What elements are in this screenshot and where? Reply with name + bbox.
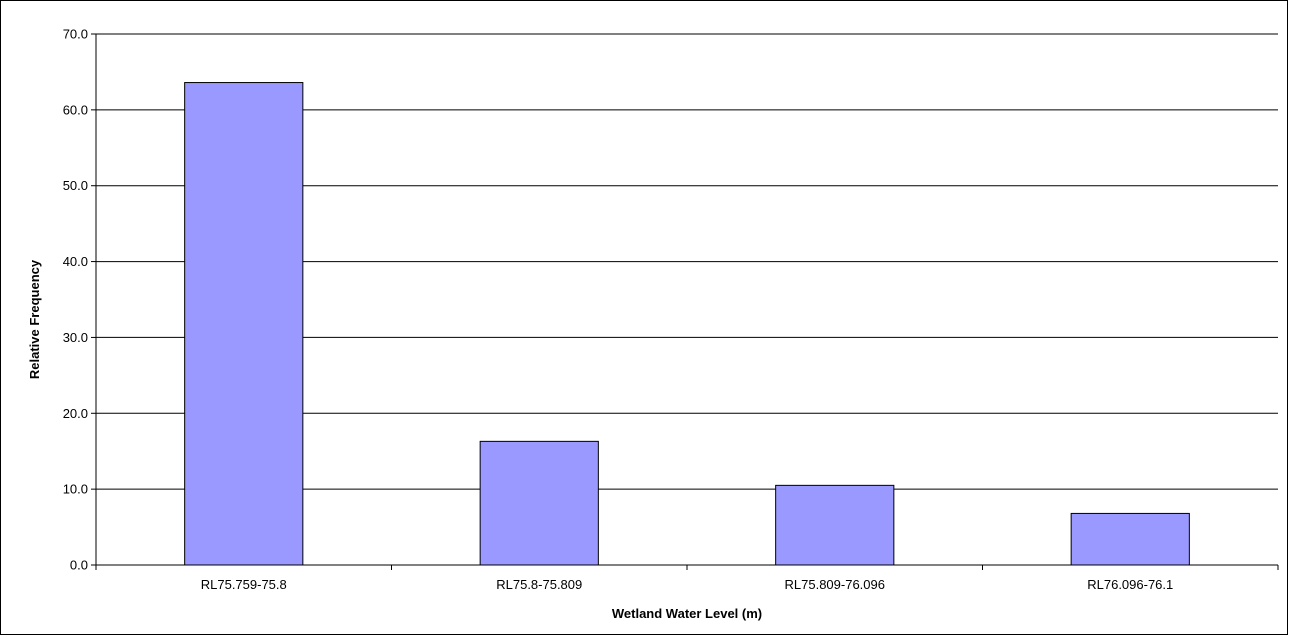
x-axis-title: Wetland Water Level (m) (612, 606, 762, 621)
x-category-label: RL75.759-75.8 (201, 577, 287, 592)
x-axis-ticks: RL75.759-75.8 RL75.8-75.809 RL75.809-76.09… (95, 565, 1279, 592)
bar (775, 484, 895, 566)
bar-series (184, 82, 1190, 566)
y-tick-label: 10.0 (63, 482, 88, 497)
y-tick-label: 70.0 (63, 27, 88, 42)
x-category-label: RL75.809-76.096 (785, 577, 885, 592)
y-tick-label: 20.0 (63, 406, 88, 421)
y-tick-label: 0.0 (70, 558, 88, 573)
y-axis-ticks: 0.0 10.0 20.0 30.0 40.0 50.0 60.0 70.0 (63, 27, 96, 573)
y-axis-title: Relative Frequency (27, 259, 42, 379)
bar (1070, 512, 1190, 566)
x-category-label: RL75.8-75.809 (496, 577, 582, 592)
bar (479, 440, 599, 566)
y-tick-label: 60.0 (63, 102, 88, 117)
x-category-label: RL76.096-76.1 (1087, 577, 1173, 592)
y-tick-label: 30.0 (63, 330, 88, 345)
bar (184, 82, 304, 566)
y-tick-label: 40.0 (63, 254, 88, 269)
y-tick-label: 50.0 (63, 178, 88, 193)
